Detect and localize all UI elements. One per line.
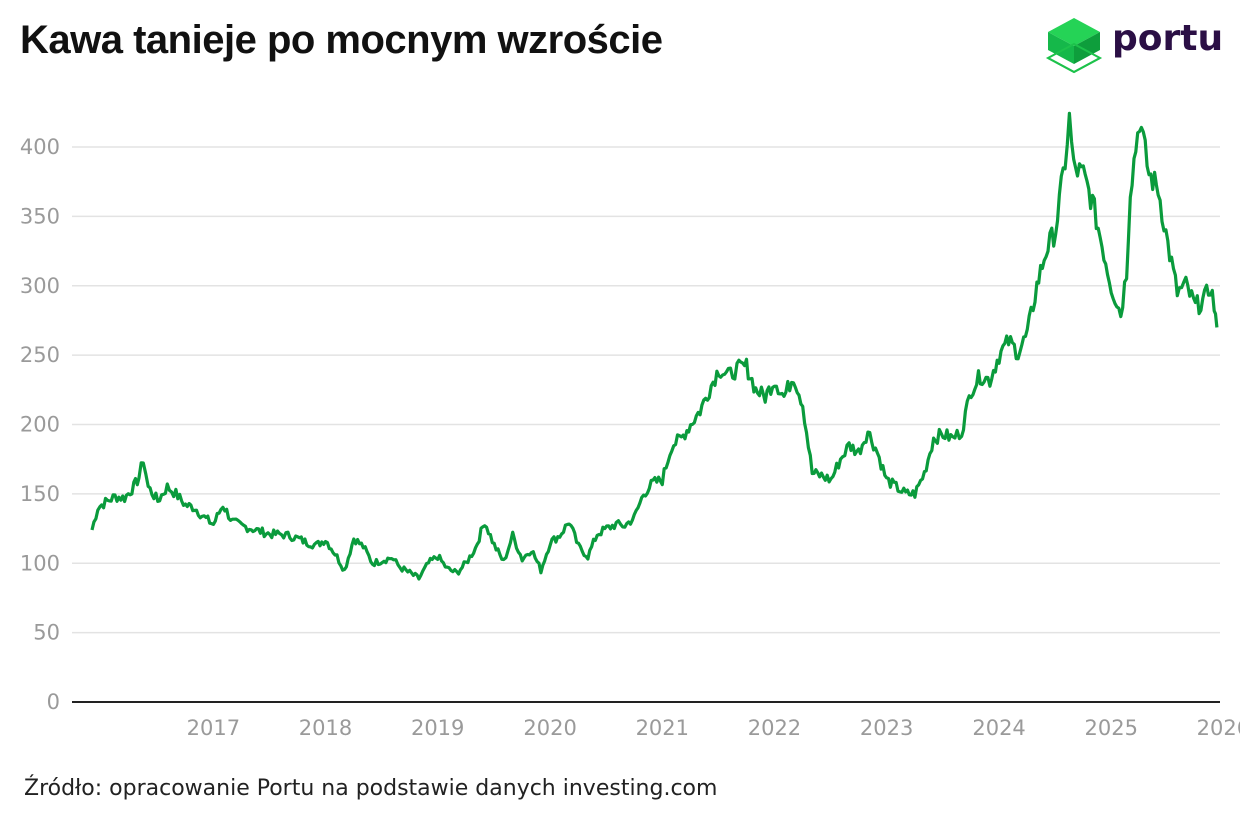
line-chart: 0 50 100 150 200 250 300 350 400 2017 2018 2019 2020… bbox=[20, 111, 1240, 740]
x-tick-label: 2026 bbox=[1197, 716, 1240, 740]
y-tick-label: 300 bbox=[20, 274, 60, 298]
chart-title: Kawa tanieje po mocnym wzroście bbox=[20, 18, 663, 62]
x-tick-label: 2025 bbox=[1084, 716, 1137, 740]
x-tick-label: 2022 bbox=[748, 716, 801, 740]
x-tick-label: 2018 bbox=[299, 716, 352, 740]
x-tick-label: 2023 bbox=[860, 716, 913, 740]
x-tick-label: 2019 bbox=[411, 716, 464, 740]
y-tick-label: 50 bbox=[33, 621, 60, 645]
y-tick-label: 350 bbox=[20, 204, 60, 228]
y-tick-label: 400 bbox=[20, 135, 60, 159]
y-tick-label: 0 bbox=[47, 690, 60, 714]
x-tick-label: 2017 bbox=[187, 716, 240, 740]
portu-cube-logo-icon bbox=[1045, 18, 1103, 74]
source-note: Źródło: opracowanie Portu na podstawie d… bbox=[24, 776, 718, 801]
x-tick-label: 2024 bbox=[972, 716, 1025, 740]
y-tick-label: 150 bbox=[20, 482, 60, 506]
x-tick-label: 2020 bbox=[523, 716, 576, 740]
coffee-price-line bbox=[90, 111, 1219, 581]
y-tick-label: 200 bbox=[20, 413, 60, 437]
y-tick-label: 100 bbox=[20, 551, 60, 575]
portu-logo: portu bbox=[1042, 16, 1224, 80]
x-tick-label: 2021 bbox=[636, 716, 689, 740]
logo-text: portu bbox=[1112, 18, 1224, 59]
y-tick-label: 250 bbox=[20, 343, 60, 367]
